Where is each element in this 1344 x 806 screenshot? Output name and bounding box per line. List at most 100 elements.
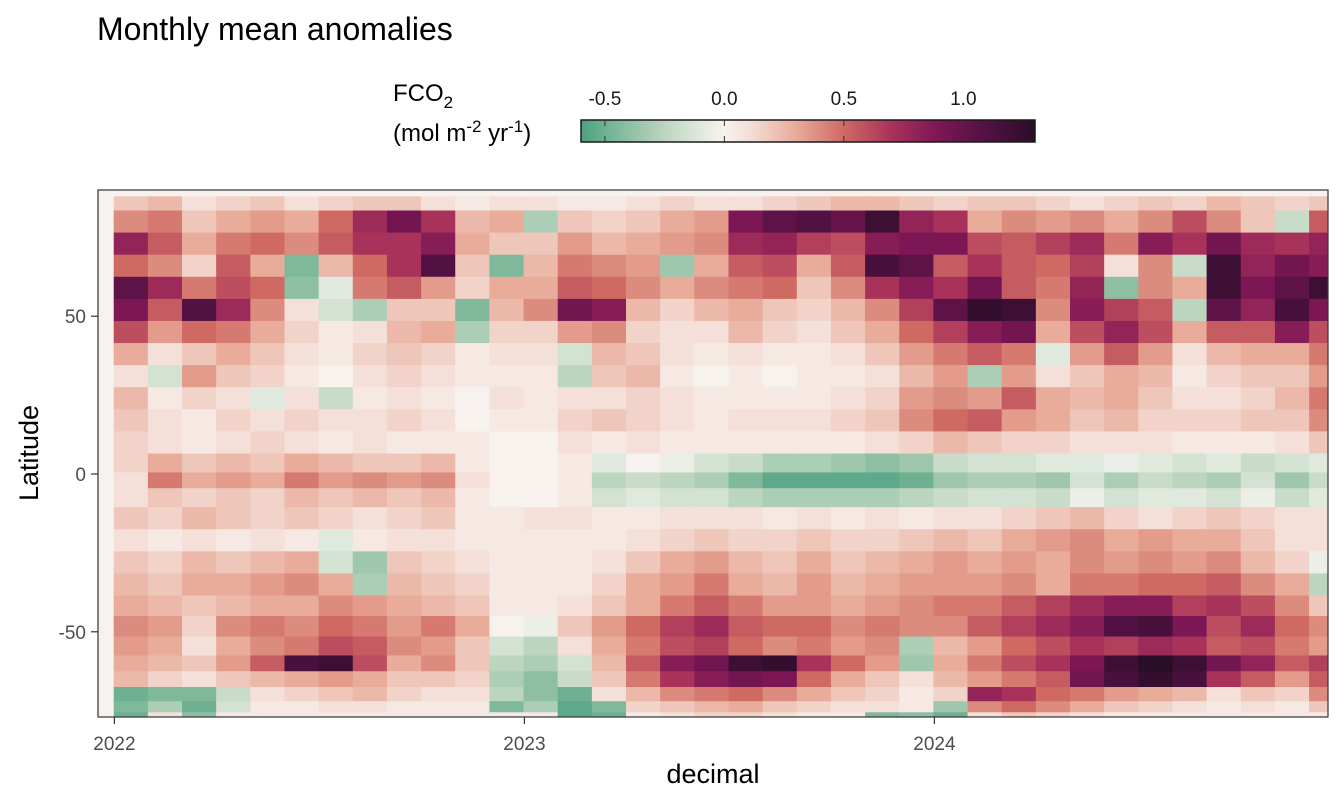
heatmap-cell (421, 472, 456, 489)
y-axis-title: Latitude (14, 405, 44, 501)
chart-title: Monthly mean anomalies (97, 11, 453, 47)
heatmap-cell (386, 320, 422, 344)
heatmap-cell (694, 529, 730, 552)
heatmap-cell (182, 472, 217, 489)
heatmap-cell (489, 551, 525, 575)
heatmap-cell (318, 387, 354, 410)
heatmap-cell (796, 507, 832, 530)
heatmap-cell (318, 671, 354, 688)
heatmap-cell (626, 343, 661, 366)
heatmap-cell (660, 595, 695, 617)
heatmap-cell (386, 196, 422, 212)
heatmap-cell (1240, 276, 1276, 300)
heatmap-cell (660, 298, 695, 322)
heatmap-cell (694, 343, 730, 366)
heatmap-cell (489, 254, 525, 278)
heatmap-cell (523, 387, 559, 410)
heatmap-cell (489, 529, 525, 552)
heatmap-cell (1274, 573, 1310, 597)
heatmap-cell (386, 232, 422, 256)
heatmap-cell (1138, 616, 1174, 638)
heatmap-cell (489, 712, 525, 717)
heatmap-cell (660, 196, 695, 212)
heatmap-cell (865, 551, 900, 575)
heatmap-cell (967, 343, 1003, 366)
heatmap-cell (455, 254, 490, 278)
heatmap-cell (626, 529, 661, 552)
heatmap-cell (284, 254, 320, 278)
heatmap-cell (899, 551, 934, 575)
heatmap-cell (1274, 254, 1310, 278)
heatmap-cell (1070, 712, 1105, 717)
heatmap-cell (728, 488, 764, 508)
heatmap-cell (113, 298, 149, 322)
x-axis: 2022 2023 2024 (93, 717, 956, 755)
heatmap-cell (352, 636, 388, 657)
heatmap-cell (830, 365, 866, 388)
heatmap-cell (386, 551, 422, 575)
heatmap-cell (830, 701, 866, 713)
heatmap-cell (1138, 453, 1174, 474)
heatmap-cell (796, 671, 832, 688)
heatmap-cell (1104, 298, 1139, 322)
heatmap-cell (626, 595, 661, 617)
heatmap-cell (113, 365, 149, 388)
heatmap-cell (933, 671, 969, 688)
heatmap-cell (796, 320, 832, 344)
heatmap-cell (386, 573, 422, 597)
heatmap-cell (899, 232, 934, 256)
heatmap-cell (1001, 595, 1037, 617)
heatmap-cell (455, 655, 490, 672)
heatmap-cell (455, 343, 490, 366)
heatmap-cell (967, 254, 1003, 278)
heatmap-cell (284, 409, 320, 433)
heatmap-cell (933, 712, 969, 717)
heatmap-cell (1104, 671, 1139, 688)
heatmap-cell (899, 687, 934, 702)
heatmap-cell (523, 671, 559, 688)
heatmap-cell (1206, 453, 1242, 474)
heatmap-cell (421, 409, 456, 433)
heatmap-cell (1206, 507, 1242, 530)
heatmap-cell (1070, 320, 1105, 344)
heatmap-cell (830, 671, 866, 688)
heatmap-cell (1035, 616, 1071, 638)
heatmap-cell (1172, 343, 1208, 366)
heatmap-cell (1138, 431, 1174, 455)
heatmap-cell (899, 616, 934, 638)
heatmap-cell (557, 409, 593, 433)
heatmap-cell (250, 671, 286, 688)
heatmap-cell (557, 655, 593, 672)
heatmap-cell (728, 431, 764, 455)
heatmap-cell (694, 551, 730, 575)
heatmap-cell (489, 431, 525, 455)
heatmap-cell (421, 232, 456, 256)
heatmap-cell (421, 387, 456, 410)
heatmap-cell (728, 712, 764, 717)
heatmap-cell (1070, 551, 1105, 575)
heatmap-cell (899, 488, 934, 508)
heatmap-cell (1309, 687, 1328, 702)
heatmap-cell (182, 409, 217, 433)
heatmap-cell (147, 551, 183, 575)
heatmap-cell (352, 276, 388, 300)
heatmap-cell (694, 655, 730, 672)
heatmap-cell (967, 616, 1003, 638)
heatmap-cell (626, 712, 661, 717)
heatmap-cell (352, 573, 388, 597)
heatmap-cell (284, 453, 320, 474)
heatmap-cell (899, 529, 934, 552)
heatmap-cell (694, 232, 730, 256)
heatmap-cell (455, 276, 490, 300)
heatmap-cell (591, 712, 627, 717)
heatmap-cell (352, 701, 388, 713)
heatmap-cell (182, 365, 217, 388)
heatmap-cell (660, 712, 695, 717)
heatmap-cell (1240, 453, 1276, 474)
heatmap-cell (1138, 595, 1174, 617)
heatmap-cell (865, 276, 900, 300)
heatmap-cell (352, 431, 388, 455)
heatmap-cell (1035, 254, 1071, 278)
heatmap-cell (250, 529, 286, 552)
